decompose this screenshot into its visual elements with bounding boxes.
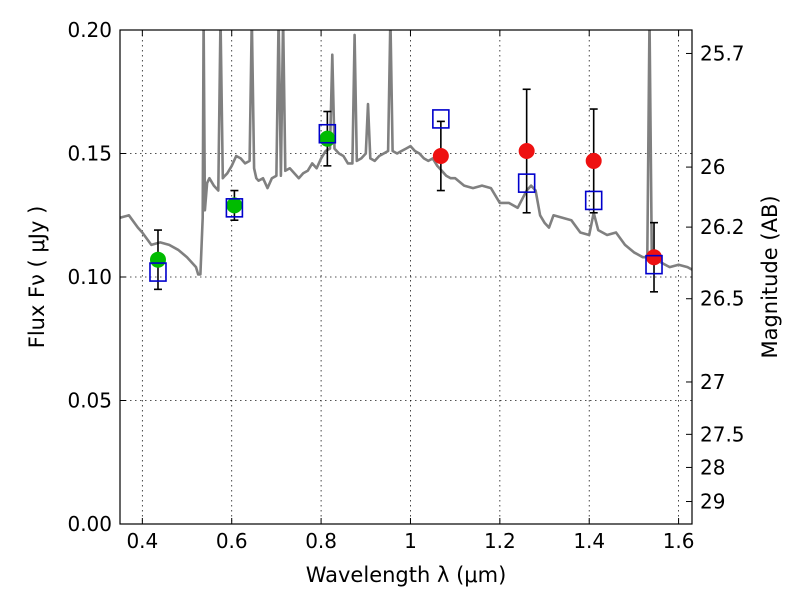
y2-tick-label: 25.7: [700, 41, 745, 65]
grid: [120, 29, 692, 525]
y-tick-label: 0.10: [67, 265, 112, 289]
x-tick-label: 0.4: [126, 529, 158, 553]
nir-data-point: [646, 249, 663, 266]
plot-area: [120, 30, 692, 293]
data-markers: [149, 109, 663, 282]
y2-axis-label: Magnitude (AB): [758, 195, 782, 358]
y2-tick-label: 26: [700, 155, 725, 179]
x-axis-label: Wavelength λ (μm): [306, 563, 507, 587]
y-tick-label: 0.00: [67, 512, 112, 536]
y-tick-label: 0.20: [67, 18, 112, 42]
model-photometry-square: [149, 262, 167, 282]
x-tick-label: 1.4: [573, 529, 605, 553]
model-photometry-square: [432, 109, 450, 129]
x-tick-label: 0.8: [305, 529, 337, 553]
axis-ticks: 0.4 0.6 0.8 1 1.2 1.4 1.6 0.00 0.05 0.10 0.15 0.20 2…: [67, 18, 744, 553]
optical-data-point: [149, 251, 166, 268]
nir-data-point: [585, 152, 602, 169]
y2-tick-label: 26.5: [700, 287, 745, 311]
y2-tick-label: 27.5: [700, 422, 745, 446]
y2-tick-label: 28: [700, 455, 725, 479]
y2-tick-label: 26.2: [700, 215, 745, 239]
model-spectrum: [120, 30, 692, 276]
model-photometry-square: [517, 173, 536, 193]
y2-tick-label: 29: [700, 490, 725, 514]
y-tick-label: 0.15: [67, 142, 112, 166]
error-bars: [153, 88, 659, 293]
x-tick-label: 1: [404, 529, 417, 553]
model-spectrum-line: [120, 30, 692, 276]
model-photometry-square: [225, 198, 244, 218]
model-photometry-square: [584, 190, 603, 211]
nir-data-point: [432, 147, 449, 164]
x-tick-label: 1.6: [663, 529, 695, 553]
optical-data-point: [226, 197, 243, 214]
x-tick-label: 0.6: [216, 529, 248, 553]
nir-data-point: [518, 143, 535, 160]
y-axis-label: Flux Fν ( μJy ): [25, 206, 49, 349]
optical-data-point: [319, 130, 336, 147]
model-photometry-square: [318, 123, 337, 144]
y-tick-label: 0.05: [67, 389, 112, 413]
model-photometry-square: [645, 254, 663, 275]
y2-tick-label: 27: [700, 370, 725, 394]
x-tick-label: 1.2: [484, 529, 516, 553]
